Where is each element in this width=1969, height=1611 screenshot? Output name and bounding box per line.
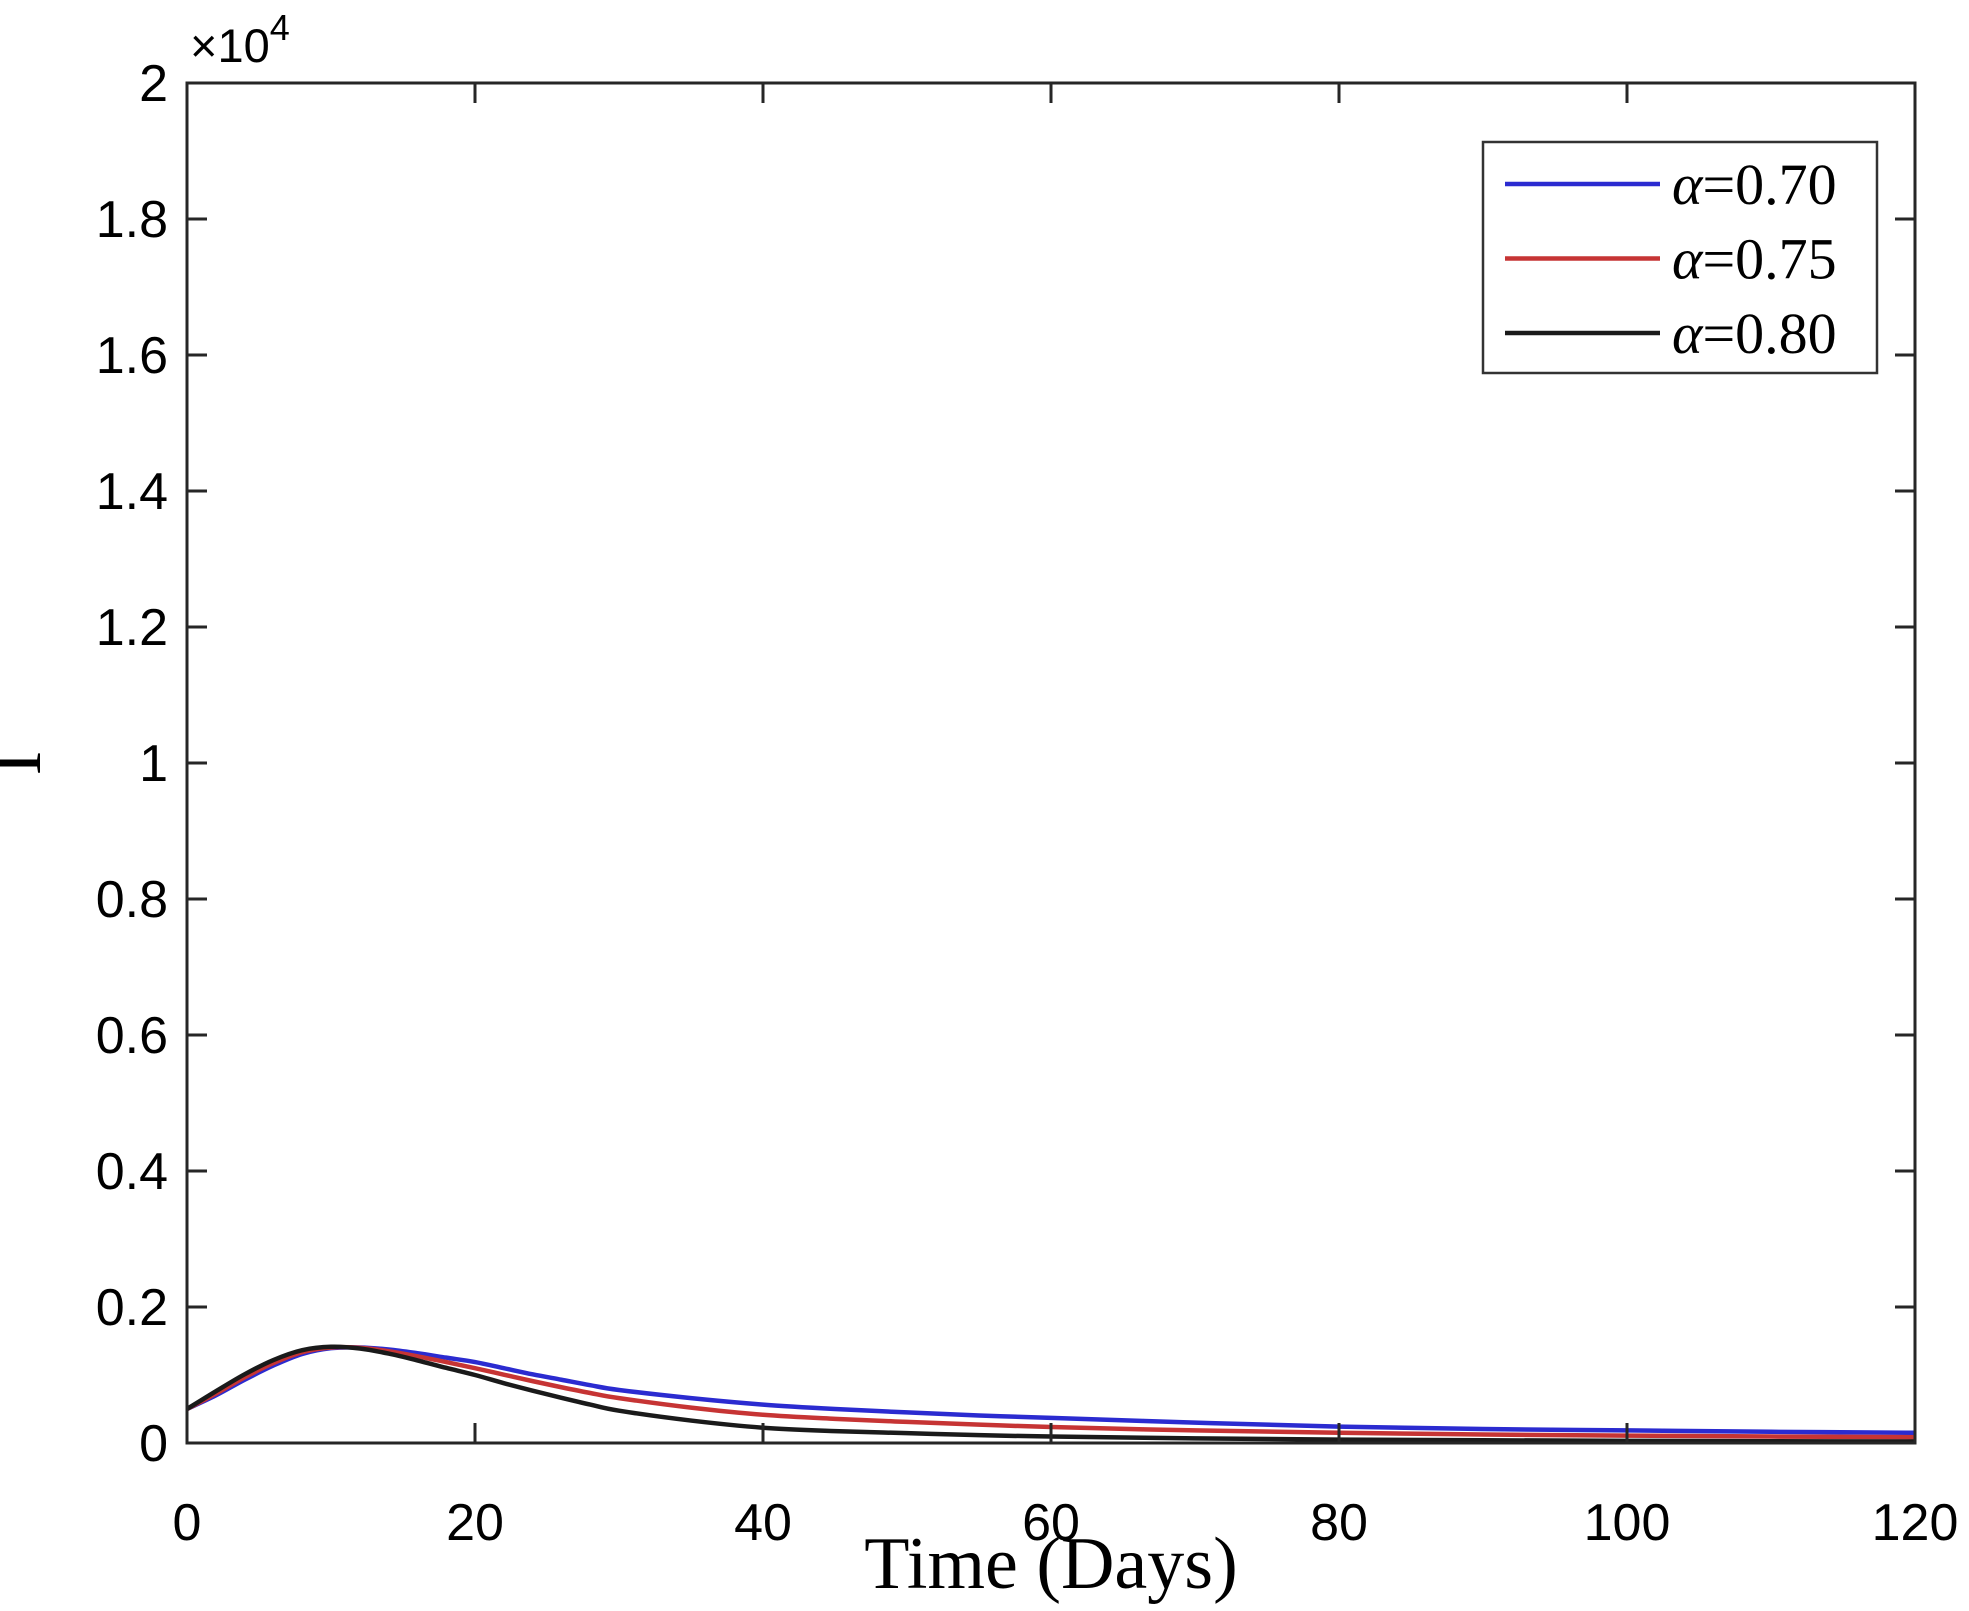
x-tick-label: 40	[734, 1494, 792, 1552]
y-axis-multiplier: ×104	[190, 7, 290, 72]
tick-labels: 0 20 40 60 80 100 120 0 0.2 0.4 0.6 0.8 1 1.2 1.4 1.6 1.…	[96, 55, 1959, 1552]
y-tick-label: 0.8	[96, 871, 168, 929]
legend-label: α=0.75	[1672, 227, 1837, 292]
x-tick-label: 120	[1872, 1494, 1959, 1552]
x-tick-label: 60	[1022, 1494, 1080, 1552]
x-tick-label: 0	[173, 1494, 202, 1552]
x-tick-label: 80	[1310, 1494, 1368, 1552]
y-tick-label: 1.2	[96, 599, 168, 657]
series-line-α=0.80	[185, 1344, 1916, 1444]
axes	[185, 81, 1917, 1445]
y-tick-label: 0	[139, 1415, 168, 1473]
y-axis-label: I	[0, 751, 57, 776]
y-tick-label: 0.4	[96, 1143, 168, 1201]
x-axis-label: Time (Days)	[864, 1523, 1237, 1605]
legend: α=0.70 α=0.75 α=0.80	[1481, 140, 1879, 375]
y-tick-label: 1	[139, 735, 168, 793]
y-tick-label: 0.6	[96, 1007, 168, 1065]
y-tick-label: 1.8	[96, 191, 168, 249]
y-tick-label: 0.2	[96, 1279, 168, 1337]
legend-item: α=0.75	[1505, 227, 1837, 292]
x-tick-label: 100	[1584, 1494, 1671, 1552]
legend-item: α=0.70	[1505, 152, 1837, 217]
y-tick-label: 1.4	[96, 463, 168, 521]
y-tick-label: 1.6	[96, 327, 168, 385]
legend-label: α=0.70	[1672, 152, 1837, 217]
y-tick-label: 2	[139, 55, 168, 113]
legend-label: α=0.80	[1672, 301, 1837, 366]
series-curves	[185, 1344, 1916, 1444]
x-tick-label: 20	[446, 1494, 504, 1552]
legend-item: α=0.80	[1505, 301, 1837, 366]
